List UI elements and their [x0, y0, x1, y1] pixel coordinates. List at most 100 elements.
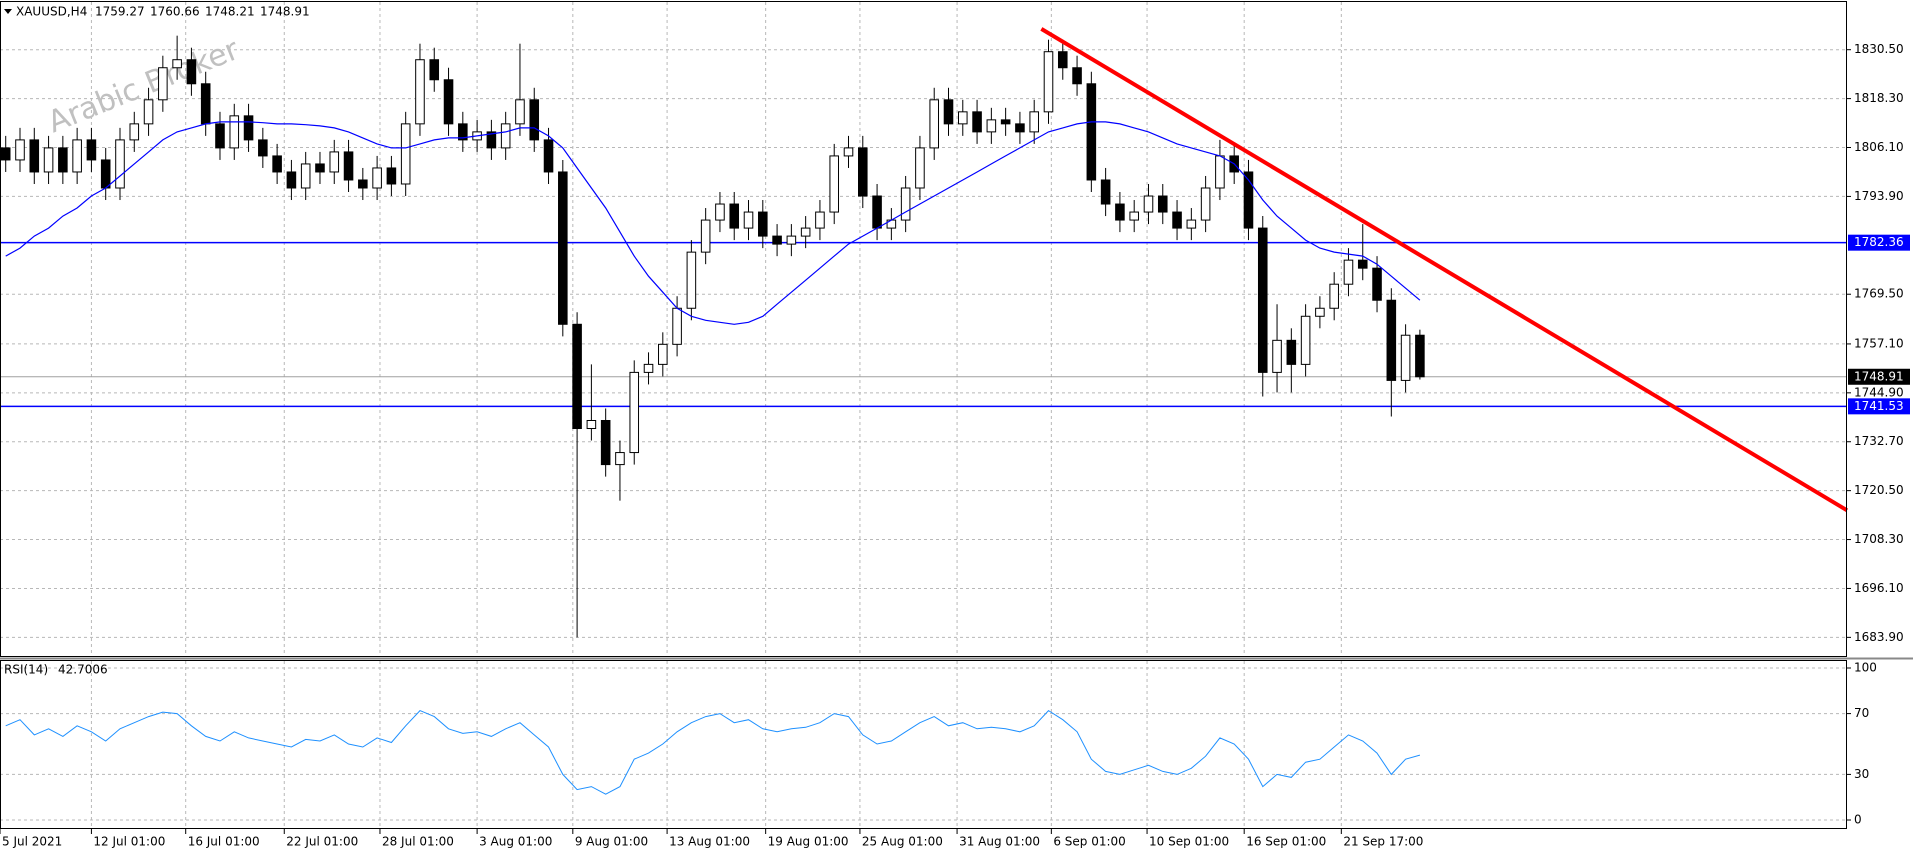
- candle-body: [529, 99, 540, 141]
- rsi-tick-label: 100: [1854, 661, 1877, 675]
- candle-body: [815, 211, 825, 229]
- candle-body: [315, 163, 325, 173]
- y-tick-label: 1818.30: [1854, 91, 1904, 105]
- candle-body: [629, 371, 640, 454]
- candle-body: [200, 83, 211, 125]
- candle-body: [772, 235, 782, 245]
- candle-body: [329, 151, 340, 173]
- candle-body: [415, 59, 425, 125]
- candle-body: [1257, 227, 1268, 373]
- candle-body: [1015, 123, 1025, 133]
- candle-body: [443, 79, 454, 125]
- candle-body: [243, 115, 254, 141]
- candle-body: [1272, 339, 1282, 373]
- menu-arrow[interactable]: [4, 9, 12, 14]
- x-tick-label: 19 Aug 01:00: [768, 835, 849, 849]
- candle-body: [1029, 111, 1039, 133]
- candle-body: [829, 155, 840, 213]
- candle-body: [158, 67, 168, 101]
- y-tick-label: 1732.70: [1854, 434, 1904, 448]
- candle-body: [115, 139, 125, 189]
- price-label: 1782.36: [1854, 235, 1904, 249]
- x-tick-label: 31 Aug 01:00: [959, 835, 1040, 849]
- candle-body: [400, 123, 411, 185]
- current-price-box: [1848, 368, 1910, 385]
- candle-body: [272, 155, 282, 173]
- trendline: [1040, 27, 1849, 513]
- candle-body: [1200, 187, 1211, 221]
- candle-body: [458, 123, 468, 141]
- y-tick-label: 1806.10: [1854, 140, 1904, 154]
- candle-body: [100, 159, 111, 189]
- candle-body: [1357, 259, 1368, 269]
- candle-body: [1129, 211, 1139, 221]
- candle-body: [900, 187, 911, 221]
- candle-body: [758, 211, 768, 237]
- candle-body: [957, 111, 968, 125]
- current-price-label: 1748.91: [1854, 369, 1904, 383]
- y-tick-label: 1744.90: [1854, 385, 1904, 399]
- candle-body: [372, 167, 382, 189]
- candle-body: [1300, 315, 1311, 365]
- price-label-box: [1848, 234, 1910, 251]
- candle-body: [658, 343, 668, 365]
- candle-body: [186, 59, 197, 85]
- candle-body: [1372, 267, 1382, 301]
- candle-body: [786, 235, 797, 245]
- candle-body: [1086, 83, 1097, 181]
- candle-body: [558, 171, 568, 325]
- candle-body: [386, 167, 397, 185]
- candle-body: [986, 119, 997, 133]
- moving-average: [5, 121, 1421, 325]
- candle-body: [1100, 179, 1111, 205]
- candle-body: [1115, 203, 1125, 221]
- candle-body: [1000, 119, 1011, 125]
- x-tick-label: 28 Jul 01:00: [382, 835, 454, 849]
- candle-body: [1400, 334, 1411, 381]
- x-tick-label: 12 Jul 01:00: [93, 835, 165, 849]
- candle-body: [686, 251, 697, 309]
- candle-body: [229, 115, 240, 149]
- candle-body: [486, 131, 497, 149]
- candle-body: [343, 151, 354, 181]
- candle-body: [1286, 339, 1297, 365]
- chart-title: XAUUSD,H4: [16, 5, 87, 19]
- rsi-tick-label: 30: [1854, 767, 1869, 781]
- rsi-current: 42.7006: [58, 663, 108, 677]
- candle-body: [286, 171, 297, 189]
- plot-layer: [0, 27, 1849, 795]
- candle-body: [1186, 219, 1197, 229]
- candle-body: [429, 59, 440, 81]
- candle-body: [800, 227, 811, 237]
- candle-body: [929, 99, 939, 149]
- candle-body: [1215, 155, 1225, 189]
- x-tick-label: 9 Aug 01:00: [575, 835, 648, 849]
- rsi-tick-label: 0: [1854, 813, 1862, 827]
- candle-body: [300, 163, 311, 189]
- candle-body: [0, 147, 11, 161]
- y-tick-label: 1696.10: [1854, 581, 1904, 595]
- candle-body: [215, 123, 225, 149]
- candle-body: [1057, 51, 1068, 69]
- y-tick-label: 1793.90: [1854, 189, 1904, 203]
- candle-body: [943, 99, 954, 125]
- candle-body: [1343, 259, 1354, 285]
- candle-body: [129, 123, 140, 141]
- candle-body: [1172, 211, 1182, 229]
- x-tick-label: 25 Aug 01:00: [862, 835, 943, 849]
- candle-body: [358, 179, 368, 189]
- rsi-frame: [0, 660, 1847, 829]
- x-tick-label: 10 Sep 01:00: [1149, 835, 1229, 849]
- candle-body: [1143, 195, 1154, 213]
- candle-body: [586, 419, 597, 430]
- price-label-box: [1848, 398, 1910, 415]
- candle-body: [915, 147, 925, 189]
- candle-body: [715, 203, 725, 221]
- y-tick-label: 1830.50: [1854, 42, 1904, 56]
- x-tick-label: 16 Jul 01:00: [188, 835, 260, 849]
- candle-body: [643, 363, 654, 373]
- y-tick-label: 1683.90: [1854, 630, 1904, 644]
- candle-body: [29, 139, 40, 173]
- candle-body: [143, 99, 154, 125]
- candle-body: [1157, 195, 1168, 213]
